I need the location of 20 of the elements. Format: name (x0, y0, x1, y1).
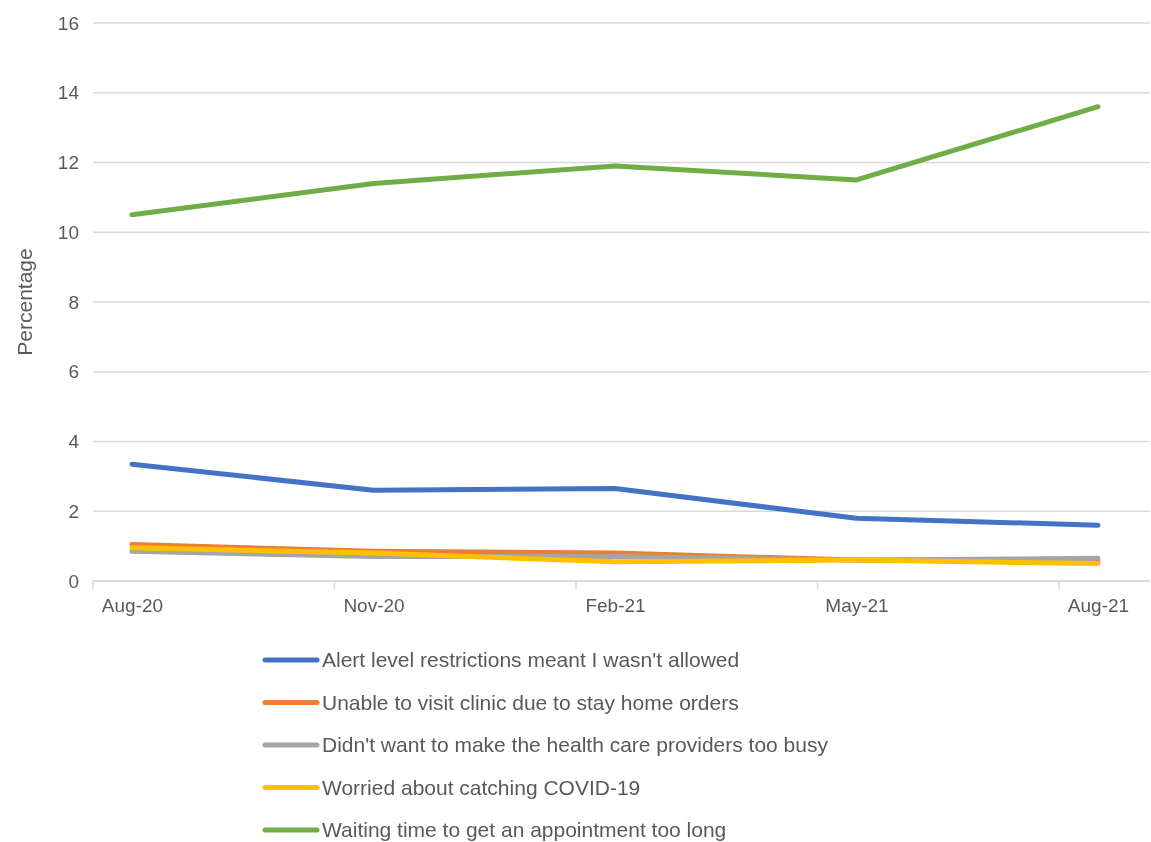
x-tick-label: Aug-21 (1067, 595, 1130, 617)
y-tick-label: 14 (57, 82, 80, 104)
y-tick-label: 12 (57, 152, 79, 174)
legend-label: Worried about catching COVID-19 (322, 775, 641, 799)
y-tick-label: 4 (68, 431, 80, 453)
y-tick-label: 8 (68, 291, 79, 313)
y-tick-label: 6 (68, 361, 79, 383)
y-tick-label: 16 (57, 12, 79, 34)
x-tick-label: May-21 (825, 595, 889, 617)
y-tick-label: 0 (68, 570, 79, 592)
legend-label: Waiting time to get an appointment too long (322, 818, 727, 842)
y-tick-label: 10 (57, 221, 79, 243)
y-axis-title: Percentage (13, 248, 36, 356)
legend-label: Unable to visit clinic due to stay home orders (322, 690, 739, 714)
x-tick-label: Nov-20 (343, 595, 405, 617)
legend-label: Didn't want to make the health care providers too busy (322, 733, 829, 757)
x-tick-label: Feb-21 (585, 595, 646, 617)
legend-label: Alert level restrictions meant I wasn't allowed (322, 648, 740, 672)
x-tick-label: Aug-20 (101, 595, 164, 617)
y-tick-label: 2 (68, 500, 79, 522)
